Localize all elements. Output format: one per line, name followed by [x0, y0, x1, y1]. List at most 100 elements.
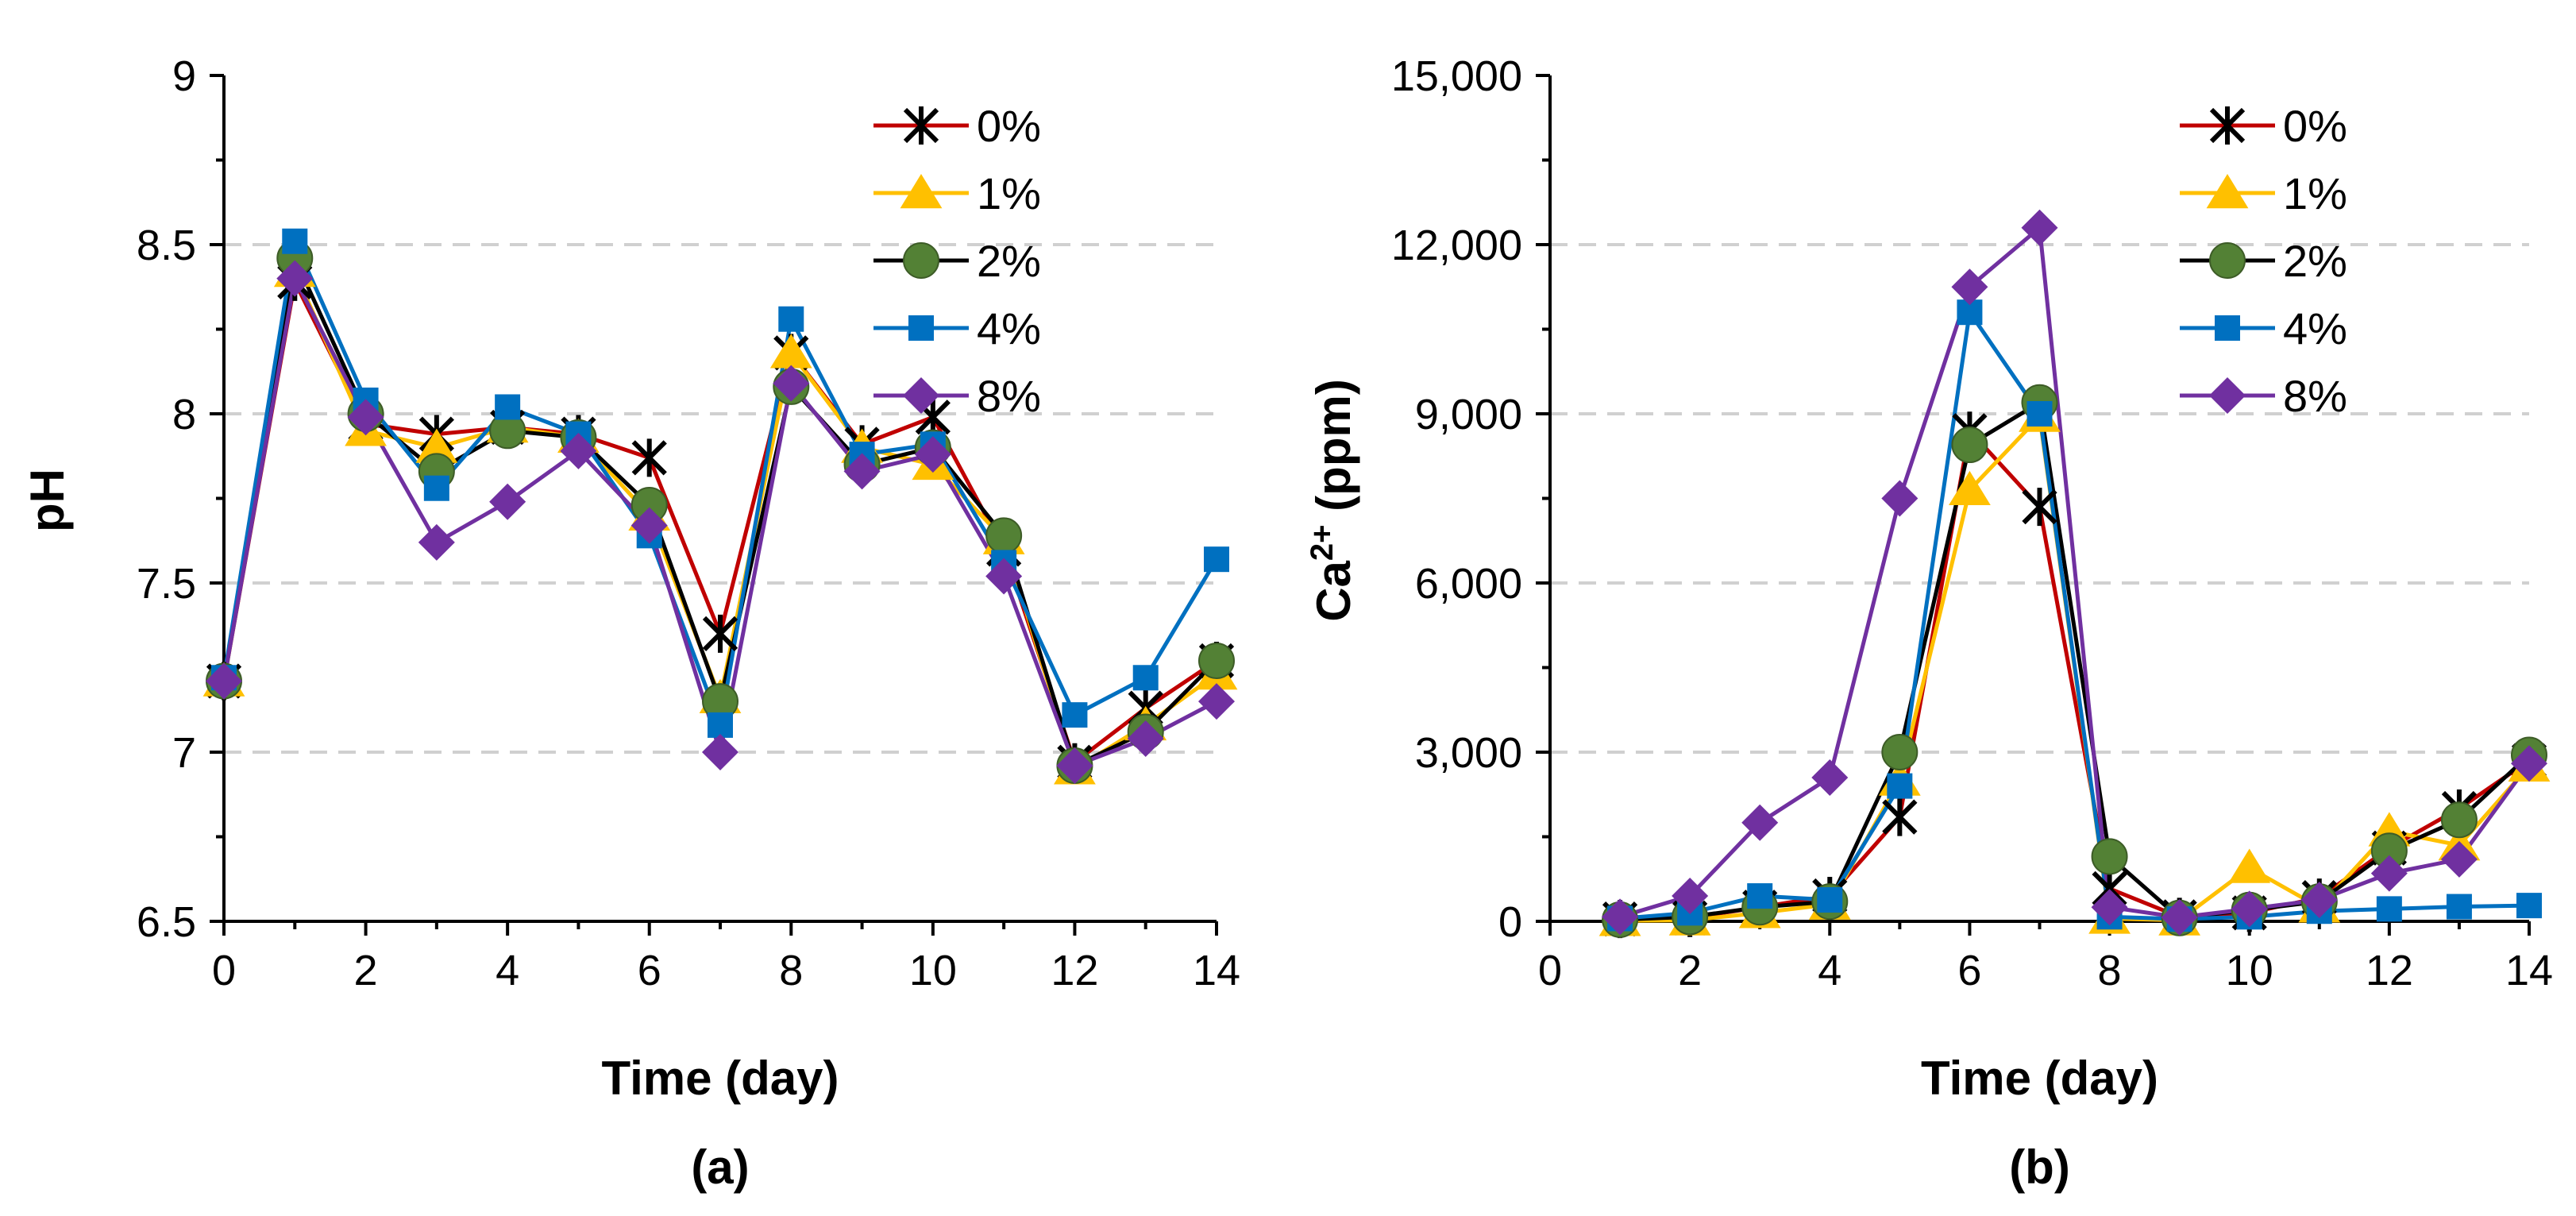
- data-point-8pct: [1672, 878, 1709, 915]
- data-point-8pct: [631, 507, 668, 544]
- data-point-2pct: [2440, 801, 2478, 839]
- data-point-4pct: [1817, 887, 1843, 913]
- x-tick-label: 2: [354, 947, 378, 994]
- chart-panel-b: 0 3,000 6,000 9,000 12,000 15,000 0 2 4 6 8 10 12 14 T…: [1305, 52, 2553, 1194]
- y-tick-label: 6.5: [137, 898, 196, 946]
- data-point-1pct: [415, 428, 458, 463]
- y-tick-label: 7.5: [137, 560, 196, 608]
- data-point-4pct: [1132, 665, 1159, 691]
- data-point-8pct: [702, 734, 738, 770]
- data-point-8pct: [560, 432, 597, 469]
- data-point-8pct: [843, 453, 881, 490]
- data-point-8pct: [773, 365, 810, 402]
- data-point-2pct: [1198, 642, 1235, 679]
- x-tick-label: 10: [2226, 947, 2273, 994]
- y-axis-title-main: pH: [21, 469, 74, 532]
- legend-label: 0%: [977, 101, 1041, 151]
- data-point-8pct: [347, 399, 384, 436]
- y-tick-label: 15,000: [1391, 52, 1522, 100]
- legend-label: 4%: [977, 303, 1041, 353]
- y-axis-title: Ca2+ (ppm): [1305, 379, 1360, 622]
- data-point-8pct: [2511, 745, 2547, 782]
- data-point-8pct: [1602, 898, 1639, 936]
- data-point-2pct: [2091, 838, 2128, 875]
- x-tick-label: 0: [1538, 947, 1562, 994]
- y-tick-label: 9: [172, 52, 196, 100]
- legend-label: 0%: [2283, 101, 2347, 151]
- data-point-4pct: [778, 306, 804, 332]
- data-point-1pct: [769, 334, 812, 369]
- legend: 0% 1% 2% 4% 8%: [873, 101, 1041, 421]
- data-point-2pct: [1951, 427, 1988, 464]
- panel-label: (a): [691, 1141, 749, 1194]
- legend-label: 8%: [2283, 371, 2347, 421]
- x-tick-label: 4: [1818, 947, 1841, 994]
- y-tick-label: 6,000: [1415, 560, 1522, 608]
- data-point-4pct: [1062, 702, 1088, 728]
- y-tick-label: 8.5: [137, 222, 196, 269]
- chart-panel-a: 6.5 7 7.5 8 8.5 9 0 2 4 6 8 10 12 14 Time (day) pH (a) 0%…: [21, 52, 1240, 1194]
- data-point-4pct: [708, 712, 733, 738]
- x-axis-title: Time (day): [602, 1052, 839, 1105]
- legend-label: 8%: [977, 371, 1041, 421]
- data-point-8pct: [2300, 882, 2338, 919]
- x-tick-label: 14: [2505, 947, 2553, 994]
- x-tick-label: 2: [1678, 947, 1702, 994]
- data-point-1pct: [2228, 848, 2271, 883]
- data-point-8pct: [2091, 889, 2128, 926]
- x-tick-label: 10: [909, 947, 957, 994]
- data-point-4pct: [2376, 896, 2402, 922]
- y-tick-label: 12,000: [1391, 222, 1522, 269]
- data-point-8pct: [489, 483, 526, 520]
- y-axis-title: pH: [21, 469, 74, 532]
- x-tick-label: 14: [1193, 947, 1240, 994]
- data-point-4pct: [423, 475, 449, 501]
- data-point-8pct: [2231, 890, 2268, 928]
- x-tick-label: 12: [1051, 947, 1098, 994]
- y-tick-label: 8: [172, 391, 196, 438]
- data-point-4pct: [1204, 546, 1229, 573]
- data-point-0pct: [2022, 488, 2057, 527]
- data-point-8pct: [1127, 720, 1164, 757]
- data-point-8pct: [2440, 840, 2478, 878]
- y-tick-label: 7: [172, 729, 196, 777]
- x-tick-label: 8: [2098, 947, 2122, 994]
- data-point-0pct: [1882, 797, 1918, 836]
- data-point-8pct: [1741, 804, 1779, 841]
- data-point-8pct: [418, 523, 455, 561]
- data-point-8pct: [1811, 759, 1849, 796]
- legend-label: 1%: [2283, 168, 2347, 218]
- x-tick-label: 6: [1957, 947, 1981, 994]
- x-tick-label: 6: [638, 947, 661, 994]
- data-point-8pct: [2021, 209, 2058, 246]
- data-point-4pct: [495, 394, 521, 420]
- legend-marker: [903, 242, 939, 279]
- data-point-2pct: [985, 517, 1023, 554]
- data-point-4pct: [1887, 773, 1913, 799]
- legend-label: 2%: [977, 236, 1041, 286]
- legend-marker: [2206, 174, 2249, 209]
- legend-marker: [2209, 242, 2246, 279]
- x-tick-label: 8: [779, 947, 803, 994]
- legend: 0% 1% 2% 4% 8%: [2180, 101, 2347, 421]
- legend-label: 4%: [2283, 303, 2347, 353]
- y-axis-title-main: Ca: [1307, 560, 1360, 621]
- y-tick-label: 0: [1498, 898, 1522, 946]
- data-point-8pct: [276, 260, 314, 297]
- legend-marker: [2209, 106, 2246, 145]
- legend-marker: [2215, 315, 2240, 341]
- data-point-8pct: [1056, 747, 1093, 785]
- data-point-0pct: [702, 614, 738, 653]
- legend-marker: [903, 106, 939, 145]
- legend-marker: [903, 377, 939, 414]
- data-point-8pct: [1198, 683, 1235, 720]
- data-point-4pct: [2026, 401, 2053, 427]
- data-point-1pct: [1949, 470, 1991, 506]
- data-point-8pct: [914, 436, 951, 473]
- data-point-8pct: [2370, 855, 2408, 892]
- data-point-8pct: [985, 558, 1023, 595]
- x-tick-label: 0: [212, 947, 236, 994]
- data-point-8pct: [1951, 268, 1988, 306]
- data-point-4pct: [282, 228, 308, 254]
